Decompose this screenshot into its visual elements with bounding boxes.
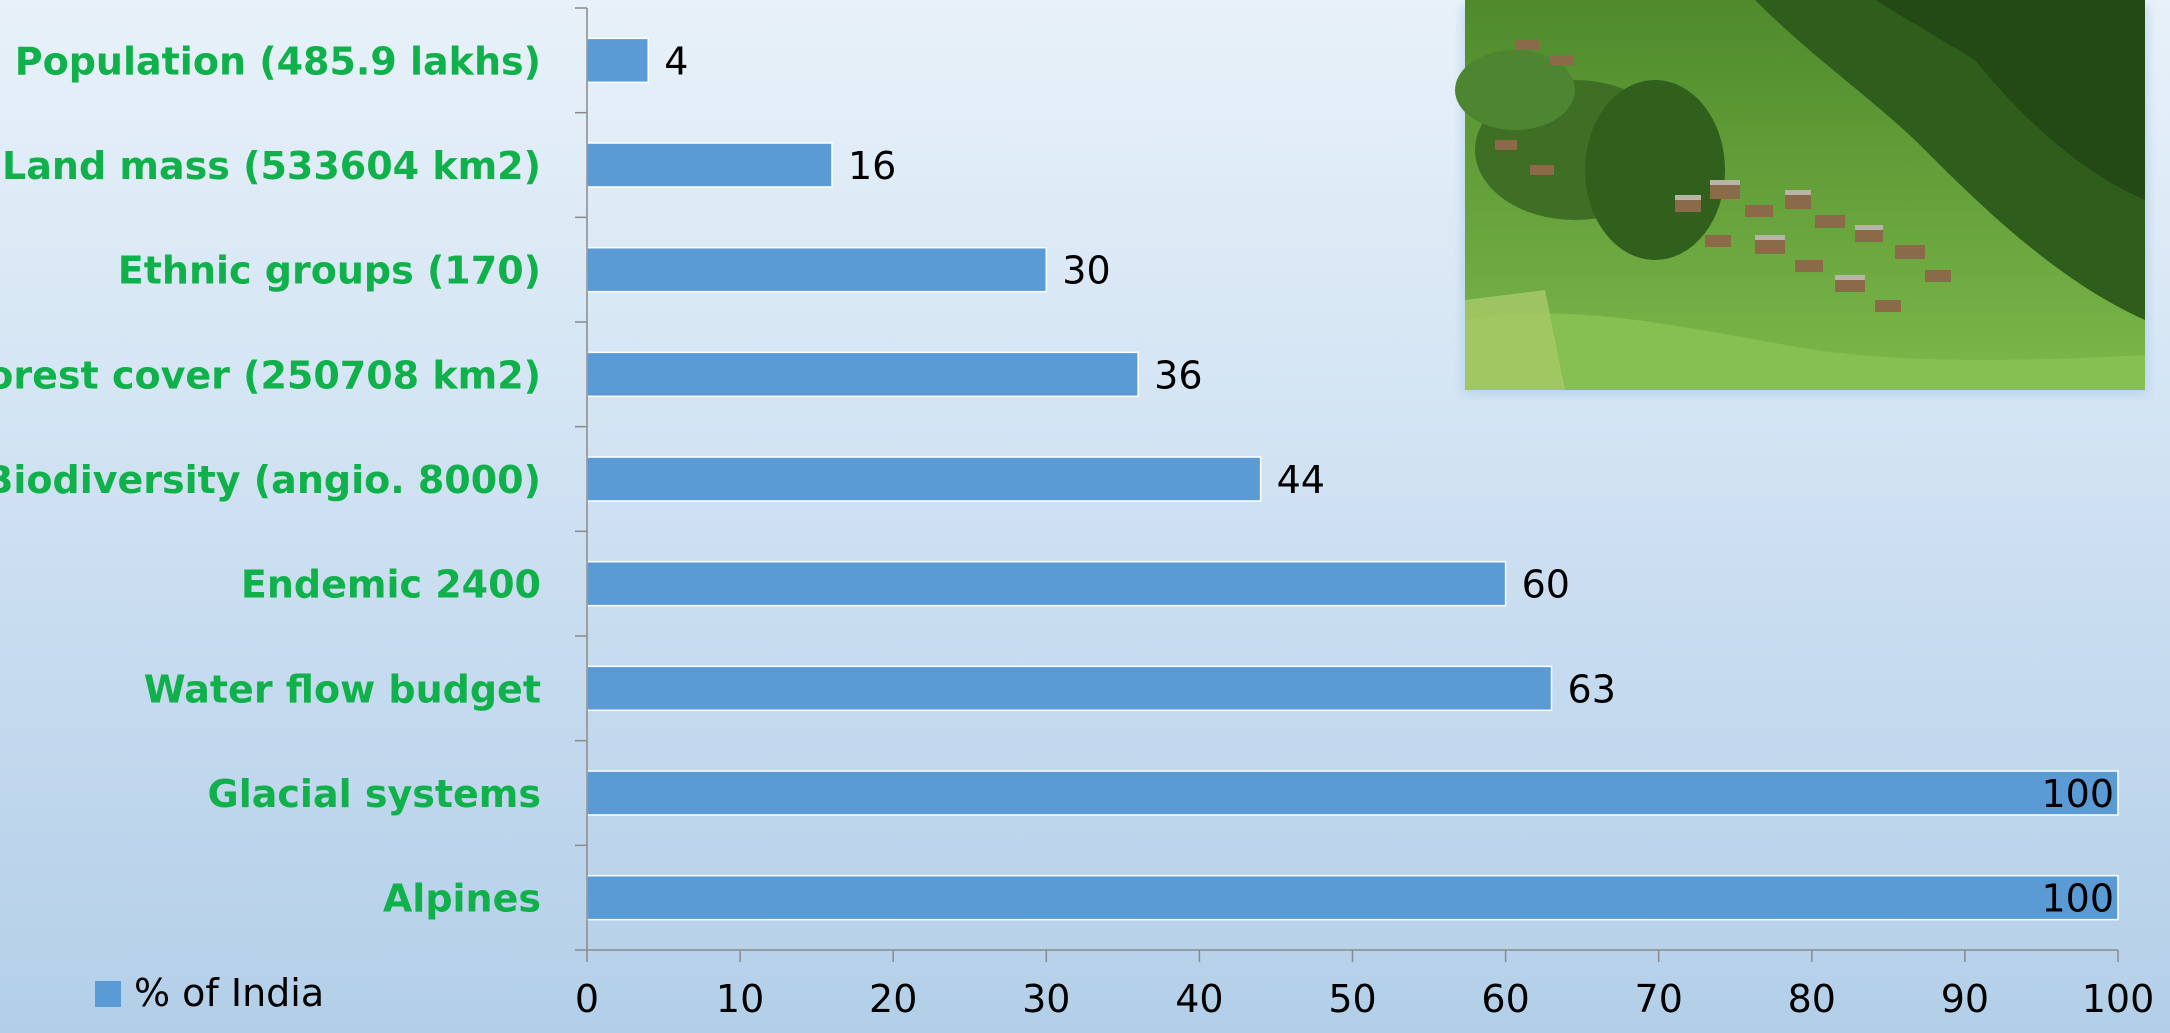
bar [586,560,1507,607]
category-label: Population (485.9 lakhs) [15,39,541,83]
x-tick-label: 60 [1481,977,1529,1021]
category-label: Biodiversity (angio. 8000) [0,458,541,502]
category-label: Endemic 2400 [241,563,541,607]
legend: % of India [95,971,324,1015]
x-tick-label: 20 [869,977,917,1021]
category-label: Glacial systems [208,772,541,816]
x-tick-label: 70 [1635,977,1683,1021]
bar [586,246,1048,293]
labels-layer: Population (485.9 lakhs) 4 Land mass (5336… [0,39,2114,920]
category-label: Alpines [383,877,541,921]
x-tick-label: 10 [716,977,764,1021]
axis-layer: 0 10 20 30 40 50 60 70 80 90 100 [575,7,2155,1021]
bar [586,456,1262,502]
data-label: 30 [1062,249,1110,293]
x-tick-label: 0 [575,977,599,1021]
bar [586,142,833,188]
category-label: Land mass (533604 km2) [2,144,541,188]
himalayan-village-photo [1455,0,2147,394]
data-label: 36 [1154,353,1202,397]
legend-label: % of India [134,971,324,1015]
data-label: 100 [2041,772,2114,816]
bars-layer [586,37,2119,921]
bar [586,770,2119,816]
x-tick-label: 50 [1328,977,1376,1021]
category-label: Ethnic groups (170) [118,249,541,293]
bar [586,351,1139,398]
x-tick-label: 40 [1175,977,1223,1021]
data-label: 63 [1568,667,1616,711]
bar [586,665,1553,712]
x-tick-label: 30 [1022,977,1070,1021]
data-label: 4 [664,39,688,83]
x-tick-label: 80 [1788,977,1836,1021]
data-label: 60 [1522,563,1570,607]
x-tick-label: 100 [2082,977,2155,1021]
bar [586,874,2119,921]
legend-swatch [95,981,121,1007]
x-tick-label: 90 [1941,977,1989,1021]
bar [586,37,649,84]
data-label: 44 [1277,458,1325,502]
data-label: 16 [848,144,896,188]
data-label: 100 [2041,877,2114,921]
category-label: Forest cover (250708 km2) [0,353,541,397]
category-label: Water flow budget [144,667,541,711]
